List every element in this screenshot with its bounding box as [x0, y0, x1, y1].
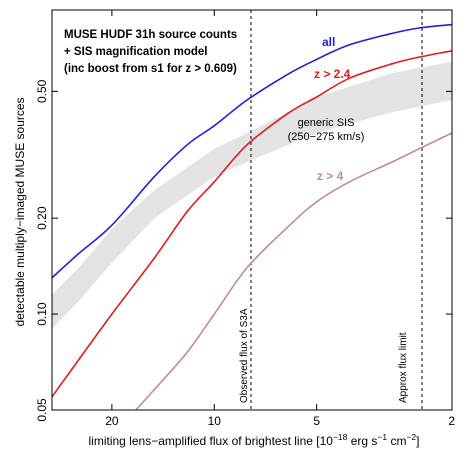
x-tick-label-0: 20 [105, 414, 119, 428]
x-axis-label-unit1: erg s [347, 434, 377, 448]
band-label-1: generic SIS [298, 117, 355, 129]
x-axis-label: limiting lens−amplified flux of brightes… [89, 432, 420, 448]
vline-label-flux-limit: Approx flux limit [398, 332, 409, 403]
y-tick-label-2: 0.20 [35, 206, 49, 230]
x-axis-label-exp2: −1 [377, 432, 387, 442]
x-axis-label-exp1: −18 [333, 432, 348, 442]
x-tick-label-2: 5 [313, 414, 320, 428]
series-layer [51, 23, 453, 411]
y-axis-label: detectable multiply−imaged MUSE sources [13, 97, 27, 326]
x-axis-label-main: limiting lens−amplified flux of brightes… [89, 434, 334, 448]
x-axis-label-exp3: −2 [406, 432, 416, 442]
sis-band [52, 61, 452, 329]
series-line-0 [51, 23, 453, 279]
chart-title-line-2: + SIS magnification model [64, 46, 207, 58]
y-tick-label-1: 0.10 [35, 302, 49, 326]
axis-layer: 20 10 5 2 0.05 0.10 0.20 0.50 [35, 9, 455, 428]
vline-label-s3a: Observed flux of S3A [239, 308, 250, 403]
y-tick-label-0: 0.05 [35, 398, 49, 422]
series-label-all: all [322, 35, 335, 49]
series-label-z4: z > 4 [317, 169, 344, 183]
series-line-1 [51, 50, 453, 398]
y-tick-label-3: 0.50 [35, 79, 49, 103]
chart-title-line-3: (inc boost from s1 for z > 0.609) [64, 63, 237, 75]
plot-frame [51, 9, 453, 411]
x-axis-label-unit2: cm [387, 434, 406, 448]
x-tick-label-3: 2 [448, 414, 455, 428]
chart-title-line-1: MUSE HUDF 31h source counts [64, 29, 237, 41]
vline-layer [250, 10, 423, 410]
x-tick-label-1: 10 [208, 414, 222, 428]
band-label-2: (250−275 km/s) [288, 131, 365, 143]
series-line-2 [135, 132, 453, 411]
x-axis-label-close: ] [416, 434, 419, 448]
band-layer [52, 61, 452, 329]
series-label-z24: z > 2.4 [314, 67, 351, 81]
